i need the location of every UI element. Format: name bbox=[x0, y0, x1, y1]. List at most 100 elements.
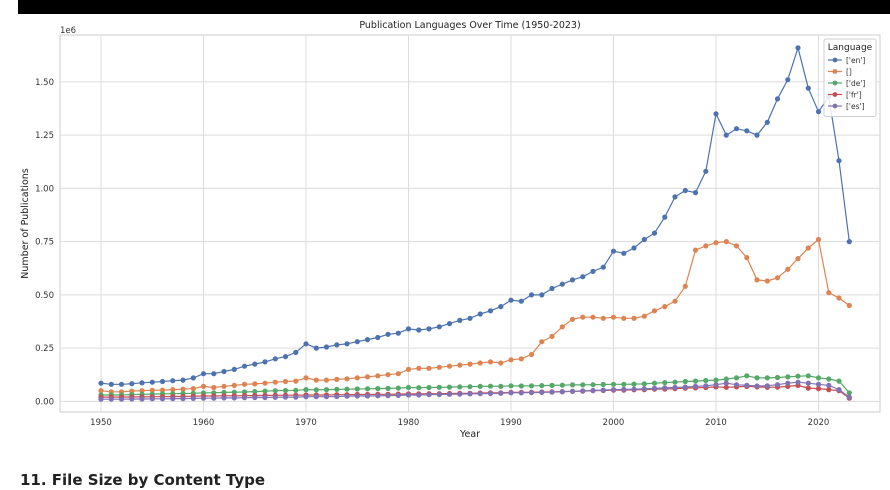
data-point bbox=[805, 380, 811, 386]
data-point bbox=[528, 390, 535, 396]
data-point bbox=[293, 394, 299, 400]
data-point bbox=[108, 381, 114, 387]
data-point bbox=[744, 373, 750, 379]
data-point bbox=[241, 395, 248, 401]
data-point bbox=[805, 373, 811, 379]
data-point bbox=[846, 302, 852, 309]
data-point bbox=[241, 363, 248, 369]
data-point bbox=[569, 388, 576, 394]
data-point bbox=[836, 158, 842, 164]
data-point bbox=[672, 194, 678, 200]
data-point bbox=[508, 383, 514, 389]
data-point bbox=[252, 381, 258, 387]
data-point bbox=[744, 382, 750, 388]
data-point bbox=[805, 245, 811, 251]
data-point bbox=[436, 324, 442, 330]
data-point bbox=[764, 278, 770, 284]
plot-area bbox=[59, 34, 881, 413]
x-axis-label: Year bbox=[459, 429, 480, 440]
data-point bbox=[651, 385, 658, 391]
data-point bbox=[764, 383, 770, 389]
data-point bbox=[631, 315, 637, 321]
data-point bbox=[231, 382, 237, 388]
data-point bbox=[98, 388, 104, 394]
data-point bbox=[621, 386, 627, 392]
data-point bbox=[170, 387, 176, 393]
data-point bbox=[498, 390, 504, 396]
data-point bbox=[590, 268, 596, 274]
data-point bbox=[385, 385, 391, 391]
data-point bbox=[375, 386, 381, 392]
data-point bbox=[600, 387, 606, 393]
data-point bbox=[723, 376, 729, 382]
data-point bbox=[129, 381, 135, 387]
data-point bbox=[139, 396, 145, 402]
data-point bbox=[221, 395, 227, 401]
data-point bbox=[231, 389, 237, 395]
data-point bbox=[764, 119, 770, 125]
data-point bbox=[826, 387, 832, 393]
legend-entry: ['en'] bbox=[846, 56, 865, 65]
data-point bbox=[559, 324, 565, 330]
x-tick-label: 1980 bbox=[398, 418, 420, 428]
data-point bbox=[651, 308, 658, 314]
data-point bbox=[754, 132, 760, 138]
data-point bbox=[549, 389, 555, 395]
data-point bbox=[826, 290, 832, 296]
x-tick-label: 2020 bbox=[808, 418, 830, 428]
data-point bbox=[672, 298, 678, 304]
data-point bbox=[549, 333, 555, 339]
data-point bbox=[805, 385, 811, 391]
data-point bbox=[457, 362, 463, 368]
data-point bbox=[262, 380, 268, 386]
data-point bbox=[334, 393, 340, 400]
data-point bbox=[631, 386, 637, 392]
data-point bbox=[733, 382, 740, 388]
data-point bbox=[190, 386, 196, 392]
data-point bbox=[518, 383, 524, 389]
data-point bbox=[610, 387, 617, 393]
data-point bbox=[159, 387, 166, 393]
x-tick-label: 1990 bbox=[500, 418, 522, 428]
y-tick-label: 0.00 bbox=[35, 397, 54, 407]
data-point bbox=[303, 387, 309, 393]
section-heading: 11. File Size by Content Type bbox=[20, 471, 266, 489]
data-point bbox=[549, 382, 555, 388]
data-point bbox=[395, 330, 401, 336]
data-point bbox=[682, 384, 688, 390]
data-point bbox=[846, 394, 852, 400]
data-point bbox=[190, 375, 196, 381]
data-point bbox=[713, 382, 719, 388]
data-point bbox=[795, 256, 801, 262]
data-point bbox=[795, 45, 801, 51]
data-point bbox=[559, 382, 565, 388]
data-point bbox=[600, 315, 606, 321]
data-point bbox=[539, 383, 545, 389]
data-point bbox=[303, 341, 309, 347]
data-point bbox=[190, 395, 196, 401]
data-point bbox=[364, 337, 371, 343]
data-point bbox=[467, 361, 473, 367]
data-point bbox=[785, 77, 791, 83]
data-point bbox=[344, 386, 350, 392]
data-point bbox=[170, 378, 176, 384]
data-point bbox=[170, 396, 176, 402]
data-point bbox=[477, 391, 483, 397]
data-point bbox=[262, 394, 268, 401]
data-point bbox=[354, 339, 360, 345]
data-point bbox=[518, 298, 524, 304]
data-point bbox=[508, 390, 514, 396]
data-point bbox=[98, 380, 104, 386]
x-tick-label: 1970 bbox=[295, 418, 317, 428]
data-point bbox=[385, 331, 391, 337]
data-point bbox=[457, 391, 463, 397]
data-point bbox=[395, 371, 401, 377]
data-point bbox=[293, 387, 299, 393]
data-point bbox=[262, 359, 268, 365]
y-tick-label: 0.75 bbox=[35, 238, 54, 248]
data-point bbox=[559, 281, 565, 287]
data-point bbox=[744, 128, 750, 134]
data-point bbox=[221, 383, 227, 389]
data-point bbox=[498, 304, 504, 310]
data-point bbox=[252, 394, 258, 401]
